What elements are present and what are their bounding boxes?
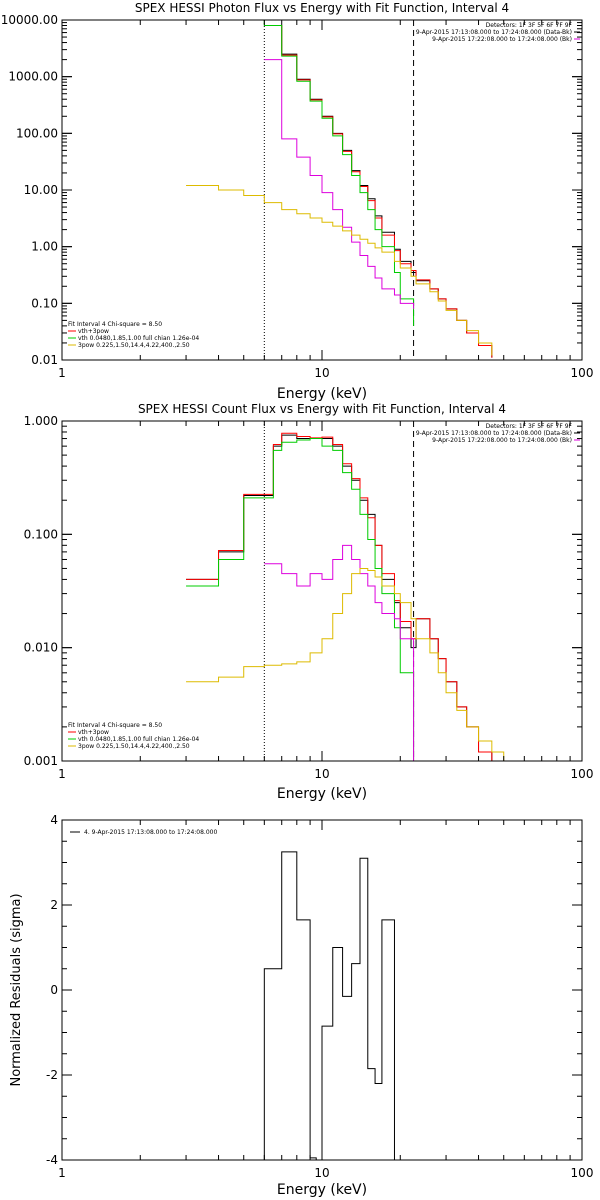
x-tick-label: 10 <box>314 366 329 380</box>
x-axis-label: Energy (keV) <box>277 386 367 402</box>
series-line-3 <box>186 438 415 761</box>
info-line: 9-Apr-2015 17:13:08.000 to 17:24:08.000 … <box>416 29 572 36</box>
y-tick-label: 2 <box>50 898 58 912</box>
y-tick-label: 0.001 <box>24 754 58 768</box>
series-line-2 <box>264 24 493 358</box>
residual-legend: 4. 9-Apr-2015 17:13:08.000 to 17:24:08.0… <box>84 829 217 836</box>
info-line: 9-Apr-2015 17:13:08.000 to 17:24:08.000 … <box>416 430 572 437</box>
fit-legend-line: 3pow 0.225,1.50,14.4,4.22,400.,2.50 <box>78 342 190 349</box>
fit-legend-line: vth 0.0480,1.85,1.00 full chian 1.26e-04 <box>78 736 199 743</box>
fit-legend-line: vth+3pow <box>78 328 109 335</box>
y-tick-label: 0.10 <box>31 296 58 310</box>
x-axis-label: Energy (keV) <box>277 1182 367 1198</box>
y-tick-label: 0.01 <box>31 353 58 367</box>
y-tick-label: -4 <box>46 1153 58 1167</box>
y-tick-label: 1.00 <box>31 240 58 254</box>
info-line: 9-Apr-2015 17:22:08.000 to 17:24:08.000 … <box>432 437 572 444</box>
y-tick-label: 1000.00 <box>8 70 58 84</box>
fit-legend-line: Fit Interval 4 Chi-square = 8.50 <box>68 722 162 729</box>
y-tick-label: 0.010 <box>24 641 58 655</box>
x-tick-label: 10 <box>314 767 329 781</box>
x-tick-label: 1 <box>58 1166 66 1180</box>
chart-title: SPEX HESSI Count Flux vs Energy with Fit… <box>138 402 506 416</box>
chart-panel-2: SPEX HESSI Count Flux vs Energy with Fit… <box>24 402 594 802</box>
plot-frame <box>61 420 583 762</box>
series-line-4 <box>264 544 415 761</box>
info-line: Detectors: 1F 3F 5F 6F 7F 9F <box>486 423 573 430</box>
y-tick-label: 10000.00 <box>1 13 58 27</box>
x-tick-label: 1 <box>58 366 66 380</box>
chart-title: SPEX HESSI Photon Flux vs Energy with Fi… <box>135 1 509 15</box>
y-tick-label: 100.00 <box>16 126 58 140</box>
chart-panel-1: SPEX HESSI Photon Flux vs Energy with Fi… <box>1 1 594 402</box>
x-tick-label: 100 <box>571 366 594 380</box>
y-tick-label: -2 <box>46 1068 58 1082</box>
chart-panel-3: 1 10 100 Energy (keV) 4 2 0 -2 -4 Normalized Resi… <box>9 813 593 1198</box>
fit-legend-line: 3pow 0.225,1.50,14.4,4.22,400.,2.50 <box>78 743 190 750</box>
x-axis-label: Energy (keV) <box>277 786 367 802</box>
fit-legend-line: vth 0.0480,1.85,1.00 full chian 1.26e-04 <box>78 335 199 342</box>
y-tick-label: 0 <box>50 983 58 997</box>
series-line-5 <box>186 567 505 761</box>
series-line-1 <box>264 24 493 358</box>
series-line-1 <box>263 851 414 1160</box>
series-line-2 <box>186 432 493 761</box>
y-axis-label: Normalized Residuals (sigma) <box>9 893 24 1086</box>
x-tick-label: 10 <box>314 1166 329 1180</box>
x-tick-label: 100 <box>571 767 594 781</box>
series-line-4 <box>264 59 415 309</box>
series-line-5 <box>186 185 493 356</box>
x-tick-label: 1 <box>58 767 66 781</box>
info-line: 9-Apr-2015 17:22:08.000 to 17:24:08.000 … <box>432 36 572 43</box>
y-tick-label: 4 <box>50 813 58 827</box>
info-line: Detectors: 1F 3F 5F 6F 7F 9F <box>486 22 573 29</box>
fit-legend-line: vth+3pow <box>78 729 109 736</box>
series-line-1 <box>186 434 493 761</box>
series-line-3 <box>186 20 415 326</box>
x-tick-label: 100 <box>571 1166 594 1180</box>
y-tick-label: 0.100 <box>24 527 58 541</box>
fit-legend-line: Fit Interval 4 Chi-square = 8.50 <box>68 321 162 328</box>
y-tick-label: 1.000 <box>24 414 58 428</box>
y-tick-label: 10.00 <box>24 183 58 197</box>
